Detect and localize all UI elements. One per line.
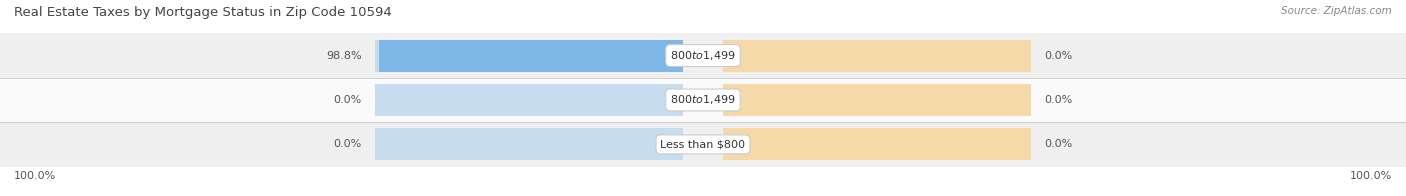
Bar <box>375 84 683 116</box>
Text: 98.8%: 98.8% <box>326 51 361 61</box>
Bar <box>378 40 683 72</box>
Bar <box>723 128 1031 160</box>
Bar <box>723 84 1031 116</box>
Bar <box>375 128 683 160</box>
Text: 0.0%: 0.0% <box>333 95 361 105</box>
Bar <box>0 78 1406 122</box>
Text: 0.0%: 0.0% <box>1045 51 1073 61</box>
Text: 0.0%: 0.0% <box>1045 95 1073 105</box>
Bar <box>0 33 1406 78</box>
Text: 100.0%: 100.0% <box>14 171 56 181</box>
Text: Real Estate Taxes by Mortgage Status in Zip Code 10594: Real Estate Taxes by Mortgage Status in … <box>14 6 392 19</box>
Text: $800 to $1,499: $800 to $1,499 <box>671 49 735 62</box>
Bar <box>723 40 1031 72</box>
Text: 0.0%: 0.0% <box>1045 139 1073 149</box>
Text: $800 to $1,499: $800 to $1,499 <box>671 93 735 106</box>
Bar <box>375 40 683 72</box>
Bar <box>0 122 1406 167</box>
Text: 0.0%: 0.0% <box>333 139 361 149</box>
Text: 100.0%: 100.0% <box>1350 171 1392 181</box>
Text: Less than $800: Less than $800 <box>661 139 745 149</box>
Legend: Without Mortgage, With Mortgage: Without Mortgage, With Mortgage <box>588 192 818 196</box>
Text: Source: ZipAtlas.com: Source: ZipAtlas.com <box>1281 6 1392 16</box>
